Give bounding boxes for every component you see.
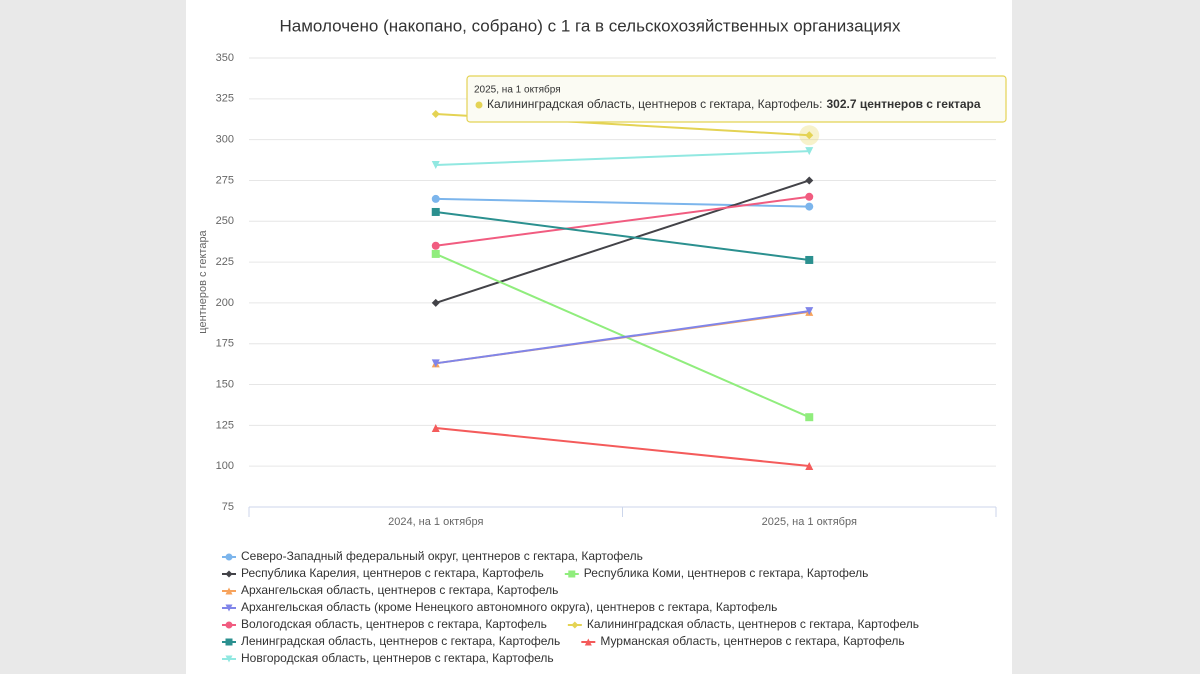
data-point [431, 207, 440, 216]
legend-item[interactable]: Республика Коми, центнеров с гектара, Ка… [564, 566, 869, 580]
legend-item[interactable]: Северо-Западный федеральный округ, центн… [222, 549, 643, 563]
tooltip-value: 302.7 центнеров с гектара [826, 97, 980, 111]
y-tick-label: 175 [216, 338, 234, 350]
legend-label: Архангельская область (кроме Ненецкого а… [241, 600, 777, 614]
legend-label: Вологодская область, центнеров с гектара… [241, 617, 547, 631]
y-tick-label: 200 [216, 297, 234, 309]
tooltip-series: Калининградская область, центнеров с гек… [487, 97, 822, 111]
legend-symbol [584, 638, 592, 646]
y-tick-label: 225 [216, 256, 234, 268]
series-line [435, 253, 810, 419]
tooltip-header: 2025, на 1 октября [474, 84, 561, 96]
series-line [435, 426, 810, 468]
legend-item[interactable]: Калининградская область, центнеров с гек… [567, 617, 919, 631]
legend-label: Калининградская область, центнеров с гек… [587, 617, 919, 631]
legend-label: Мурманская область, центнеров с гектара,… [600, 634, 904, 648]
legend-symbol [568, 570, 576, 578]
legend-symbol [225, 604, 233, 612]
y-tick-label: 350 [216, 52, 234, 64]
legend-symbol [225, 553, 233, 561]
tooltip-text: Калининградская область, центнеров с гек… [487, 97, 981, 111]
data-point [805, 255, 814, 264]
chart-title: Намолочено (накопано, собрано) с 1 га в … [280, 16, 901, 35]
data-point [431, 194, 440, 203]
tooltip-dot [475, 101, 483, 109]
legend-symbol [225, 655, 233, 663]
legend-item[interactable]: Вологодская область, центнеров с гектара… [222, 617, 547, 631]
data-point [431, 241, 440, 250]
y-axis-title: центнеров с гектара [197, 229, 209, 333]
legend-label: Республика Карелия, центнеров с гектара,… [241, 566, 544, 580]
data-point [431, 298, 440, 307]
y-tick-label: 75 [222, 501, 234, 513]
tooltip-box [466, 75, 1007, 123]
data-point [805, 131, 814, 140]
series-line [435, 179, 810, 304]
series-line [435, 310, 810, 365]
data-point [805, 192, 814, 201]
x-tick-label: 2025, на 1 октября [762, 516, 857, 528]
series-line [435, 210, 810, 261]
legend-label: Северо-Западный федеральный округ, центн… [241, 549, 643, 563]
data-point [431, 359, 440, 368]
x-tick-label: 2024, на 1 октября [388, 516, 483, 528]
data-point [805, 147, 814, 156]
legend-item[interactable]: Новгородская область, центнеров с гектар… [222, 651, 554, 665]
legend-item[interactable]: Мурманская область, центнеров с гектара,… [581, 634, 905, 648]
y-tick-label: 125 [216, 419, 234, 431]
legend-item[interactable]: Республика Карелия, центнеров с гектара,… [222, 566, 544, 580]
legend-label: Ленинградская область, центнеров с гекта… [241, 634, 560, 648]
legend-label: Новгородская область, центнеров с гектар… [241, 651, 554, 665]
legend-symbol [225, 621, 233, 629]
y-tick-label: 150 [216, 378, 234, 390]
data-point [805, 462, 814, 471]
data-point [805, 176, 814, 185]
legend-label: Архангельская область, центнеров с гекта… [241, 583, 558, 597]
data-point [805, 202, 814, 211]
y-tick-label: 100 [216, 460, 234, 472]
y-tick-label: 325 [216, 93, 234, 105]
legend-symbol [571, 621, 579, 629]
series-line [435, 150, 810, 166]
y-tick-label: 275 [216, 174, 234, 186]
legend-item[interactable]: Архангельская область, центнеров с гекта… [222, 583, 558, 597]
data-point [805, 307, 814, 316]
data-point [431, 249, 440, 258]
legend-symbol [225, 587, 233, 595]
legend-symbol [225, 570, 233, 578]
data-point [431, 110, 440, 119]
data-point [805, 413, 814, 422]
legend-item[interactable]: Ленинградская область, центнеров с гекта… [222, 634, 560, 648]
hover-halo [799, 125, 820, 146]
data-point [431, 160, 440, 169]
data-point [431, 423, 440, 432]
legend-label: Республика Коми, центнеров с гектара, Ка… [584, 566, 869, 580]
legend-symbol [225, 638, 233, 646]
legend-item[interactable]: Архангельская область (кроме Ненецкого а… [222, 600, 777, 614]
y-tick-label: 250 [216, 215, 234, 227]
series-line [435, 195, 810, 247]
y-tick-label: 300 [216, 134, 234, 146]
